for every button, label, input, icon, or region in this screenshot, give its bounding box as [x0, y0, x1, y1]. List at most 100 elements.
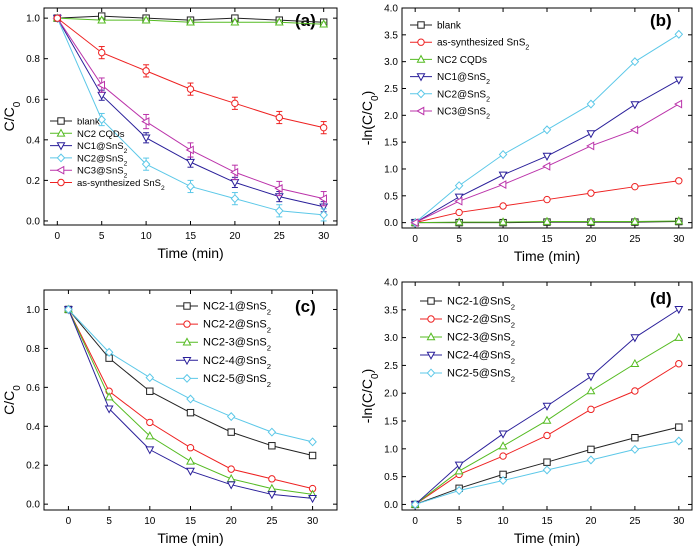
- x-tick-label: 0: [55, 231, 61, 242]
- data-point: [542, 415, 552, 424]
- data-point: [498, 180, 507, 189]
- data-point: [186, 467, 195, 476]
- legend-entry-text: blank: [437, 21, 462, 32]
- y-tick-label: 0.6: [26, 383, 40, 394]
- x-tick-label: 15: [541, 234, 553, 245]
- data-point: [268, 442, 276, 450]
- data-point: [455, 208, 463, 217]
- data-point: [542, 402, 552, 411]
- data-point: [319, 19, 329, 28]
- legend-entry: NC2-5@SnS2: [203, 373, 271, 389]
- data-point: [542, 216, 552, 225]
- legend-entry-subscript: 2: [267, 343, 271, 352]
- x-tick-label: 20: [229, 231, 241, 242]
- legend-swatch-marker: [182, 357, 192, 366]
- data-point: [498, 149, 508, 160]
- data-point: [587, 189, 595, 197]
- data-point: [674, 76, 684, 85]
- data-point: [230, 167, 239, 177]
- data-point: [499, 452, 507, 460]
- legend-entry-subscript: 2: [267, 361, 271, 370]
- series-nc2-5-sns2: [64, 304, 317, 447]
- y-tick-label: 2.0: [384, 389, 398, 400]
- data-point: [586, 141, 595, 151]
- data-point: [454, 461, 464, 470]
- data-point: [268, 475, 276, 483]
- legend-entry-subscript: 2: [486, 113, 490, 120]
- data-point: [186, 85, 195, 93]
- data-point: [630, 444, 640, 454]
- data-point: [141, 134, 151, 143]
- legend-swatch-marker: [416, 89, 426, 99]
- series-nc2-1-sns2: [64, 305, 317, 460]
- x-tick-label: 5: [456, 234, 462, 245]
- x-axis-title: Time (min): [514, 248, 580, 264]
- legend-entry: NC3@SnS2: [437, 107, 490, 121]
- data-point: [267, 491, 277, 500]
- data-point: [454, 486, 464, 496]
- series-as-synthesized-sns2: [53, 14, 328, 135]
- x-tick-label: 0: [412, 516, 418, 527]
- data-point: [631, 387, 639, 395]
- series-nc1-sns2: [410, 76, 684, 228]
- x-tick-label: 30: [673, 234, 685, 245]
- legend-entry-text: NC2 CQDs: [77, 129, 125, 140]
- data-point: [542, 125, 552, 135]
- panel-d: 0 5 10 15 20 25 300.00.51.01.52.02.53.03.54.0T…: [359, 278, 693, 546]
- data-point: [543, 458, 551, 466]
- legend-entry-text: NC2-5@SnS: [203, 373, 267, 385]
- data-point: [543, 195, 551, 204]
- series-nc3-sns2: [410, 99, 683, 228]
- x-tick-label: 30: [318, 231, 330, 242]
- data-point: [186, 394, 195, 404]
- data-point: [267, 427, 277, 437]
- y-axis-title-part: C/C: [1, 107, 17, 131]
- data-point: [142, 67, 150, 75]
- legend-entry: NC2-5@SnS2: [447, 368, 515, 384]
- legend-swatch-marker: [416, 73, 426, 82]
- legend-entry-text: NC3@SnS: [437, 107, 486, 118]
- legend-swatch-marker: [426, 368, 436, 378]
- y-tick-label: 4.0: [384, 278, 398, 289]
- data-point: [454, 217, 464, 226]
- data-point: [631, 182, 639, 191]
- data-point: [231, 99, 239, 108]
- y-axis-title-part: C/C: [1, 391, 17, 415]
- data-point: [454, 193, 464, 202]
- legend-entry-subscript: 2: [511, 302, 515, 311]
- x-tick-label: 25: [266, 516, 278, 527]
- legend-entry-text: NC2-5@SnS: [447, 368, 511, 380]
- y-axis-title-part: ): [359, 369, 375, 374]
- legend-swatch-marker: [183, 302, 191, 310]
- series-nc2-4-sns2: [63, 306, 318, 504]
- legend-entry-subscript: 2: [486, 79, 490, 86]
- data-point: [97, 115, 107, 125]
- y-tick-label: 0.5: [384, 472, 398, 483]
- x-tick-label: 25: [274, 231, 286, 242]
- data-point: [586, 373, 596, 382]
- data-point: [146, 418, 154, 427]
- y-axis-title-part: -ln(C/C: [359, 379, 375, 423]
- legend-swatch-marker: [56, 142, 66, 151]
- y-tick-label: 1.5: [384, 138, 398, 149]
- data-point: [308, 437, 317, 447]
- legend-entry-subscript: 2: [124, 148, 128, 155]
- panel-label: (d): [650, 289, 672, 308]
- legend-swatch-marker: [427, 315, 435, 323]
- data-point: [145, 446, 155, 455]
- y-tick-label: 0.4: [26, 135, 40, 146]
- data-point: [587, 405, 595, 414]
- data-point: [586, 386, 596, 395]
- legend: NC2-1@SnS2NC2-2@SnS2NC2-3@SnS2NC2-4@SnS2…: [420, 296, 515, 384]
- legend-entry: blank: [437, 21, 462, 32]
- y-tick-label: 0.4: [26, 422, 40, 433]
- legend-entry: NC2-3@SnS2: [447, 332, 515, 348]
- legend-entry-subscript: 2: [511, 356, 515, 365]
- y-tick-label: 1.0: [26, 14, 40, 25]
- data-point: [53, 14, 62, 22]
- data-point: [630, 358, 640, 368]
- x-tick-label: 20: [226, 516, 238, 527]
